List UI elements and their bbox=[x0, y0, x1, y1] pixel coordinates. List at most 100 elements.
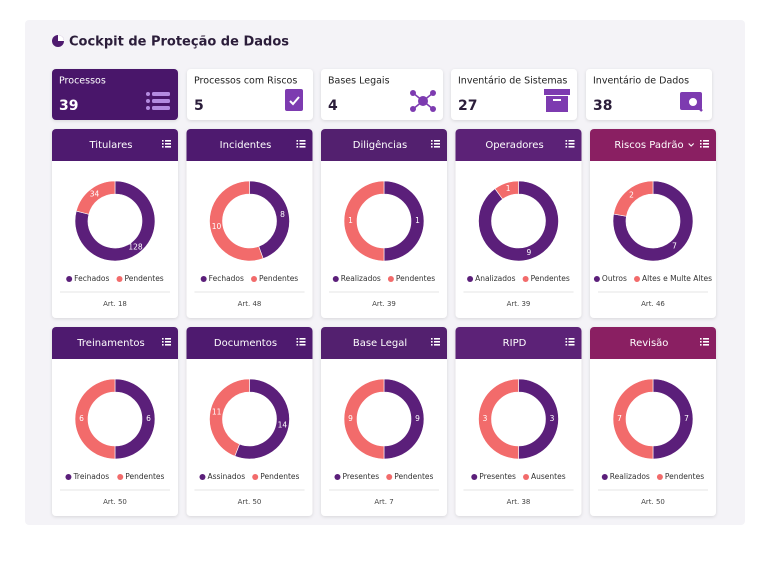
kpi-card[interactable]: Bases Legais 4 bbox=[321, 69, 443, 120]
kpi-label: Processos bbox=[59, 76, 106, 87]
menu-dot bbox=[162, 140, 164, 142]
chart-card: Incidentes 8 10 Fechados Pendentes Art. 48 bbox=[186, 129, 313, 318]
kpi-icon bbox=[146, 92, 150, 96]
kpi-label: Inventário de Dados bbox=[593, 76, 689, 87]
legend-label: Pendentes bbox=[125, 472, 164, 481]
menu-line bbox=[568, 140, 575, 142]
kpi-icon bbox=[696, 105, 703, 112]
menu-line bbox=[165, 140, 171, 142]
kpi-icon bbox=[430, 106, 436, 112]
legend-swatch bbox=[601, 474, 608, 480]
kpi-card[interactable]: Inventário de Sistemas 27 bbox=[451, 69, 577, 120]
kpi-value: 38 bbox=[593, 98, 612, 114]
menu-dot bbox=[431, 140, 433, 142]
card-background bbox=[186, 327, 313, 516]
card-background bbox=[455, 327, 582, 516]
donut-slice bbox=[75, 180, 116, 215]
menu-line bbox=[165, 341, 171, 343]
legend-label: Treinados bbox=[72, 472, 109, 481]
donut-slice bbox=[343, 378, 385, 460]
menu-dot bbox=[565, 344, 568, 346]
legend: Fechados Pendentes bbox=[200, 274, 298, 283]
card-note: Art. 50 bbox=[238, 498, 262, 506]
menu-dot bbox=[431, 146, 433, 148]
donut-slice bbox=[494, 180, 519, 200]
slice-label: 8 bbox=[280, 210, 285, 219]
card-title: Riscos Padrão bbox=[614, 140, 683, 151]
kpi-icon bbox=[687, 96, 699, 108]
card-title: Operadores bbox=[485, 140, 543, 151]
card-note: Art. 39 bbox=[372, 300, 396, 308]
legend: Realizados Pendentes bbox=[332, 274, 435, 283]
legend-swatch bbox=[66, 276, 73, 282]
menu-dot bbox=[431, 341, 433, 343]
menu-line bbox=[299, 341, 306, 343]
slice-label: 128 bbox=[128, 242, 143, 251]
menu-dot bbox=[296, 341, 299, 343]
donut-slice bbox=[209, 180, 264, 262]
legend-label: Pendentes bbox=[259, 274, 298, 283]
menu-icon[interactable] bbox=[296, 140, 306, 148]
slice-label: 6 bbox=[79, 414, 84, 423]
menu-icon[interactable] bbox=[565, 338, 575, 346]
menu-line bbox=[703, 338, 709, 340]
legend-swatch bbox=[634, 276, 641, 282]
menu-icon[interactable] bbox=[700, 140, 709, 148]
menu-icon[interactable] bbox=[565, 140, 575, 148]
dropdown-chevron[interactable] bbox=[688, 143, 695, 147]
legend-label: Analizados bbox=[475, 274, 516, 283]
menu-dot bbox=[296, 338, 299, 340]
legend-label: Realizados bbox=[610, 472, 650, 481]
donut-slice bbox=[612, 378, 654, 460]
menu-line bbox=[434, 140, 440, 142]
donut-slice bbox=[478, 180, 559, 262]
kpi-icon bbox=[553, 99, 561, 101]
legend-swatch bbox=[471, 474, 478, 480]
kpi-value: 39 bbox=[59, 98, 78, 114]
menu-icon[interactable] bbox=[162, 338, 171, 346]
menu-icon[interactable] bbox=[700, 338, 709, 346]
menu-icon[interactable] bbox=[431, 338, 440, 346]
legend-label: Outros bbox=[602, 274, 627, 283]
slice-label: 9 bbox=[526, 248, 531, 257]
card-header bbox=[186, 129, 313, 161]
slice-label: 10 bbox=[212, 222, 222, 231]
menu-dot bbox=[162, 338, 164, 340]
donut-slice bbox=[74, 180, 156, 262]
kpi-card[interactable]: Inventário de Dados 38 bbox=[586, 69, 712, 120]
card-title: RIPD bbox=[503, 338, 527, 349]
legend: Presentes Pendentes bbox=[334, 472, 434, 481]
legend: Presentes Ausentes bbox=[471, 472, 566, 481]
kpi-card[interactable]: Processos com Riscos 5 bbox=[187, 69, 313, 120]
card-background bbox=[186, 129, 313, 318]
kpi-card[interactable]: Processos 39 bbox=[52, 69, 178, 120]
kpi-icon bbox=[546, 96, 568, 112]
legend: Fechados Pendentes bbox=[66, 274, 164, 283]
card-note: Art. 7 bbox=[374, 498, 393, 506]
legend-label: Fechados bbox=[74, 274, 109, 283]
slice-label: 2 bbox=[629, 190, 634, 199]
card-title: Revisão bbox=[630, 338, 669, 349]
legend-label: Pendentes bbox=[531, 274, 570, 283]
slice-label: 7 bbox=[684, 414, 689, 423]
kpi-icon bbox=[146, 106, 150, 110]
donut-slice bbox=[234, 378, 290, 460]
slice-label: 6 bbox=[146, 414, 151, 423]
menu-icon[interactable] bbox=[431, 140, 440, 148]
menu-dot bbox=[700, 341, 702, 343]
menu-line bbox=[568, 338, 575, 340]
card-background bbox=[455, 129, 582, 318]
card-header bbox=[321, 129, 447, 161]
menu-dot bbox=[565, 140, 568, 142]
menu-icon[interactable] bbox=[296, 338, 306, 346]
menu-line bbox=[703, 140, 709, 142]
menu-dot bbox=[431, 143, 433, 145]
chart-card: Operadores 9 1 Analizados Pendentes Art. 39 bbox=[455, 129, 582, 318]
slice-label: 34 bbox=[90, 190, 100, 199]
menu-dot bbox=[162, 344, 164, 346]
menu-line bbox=[434, 344, 440, 346]
chart-card: Documentos 14 11 Assinados Pendentes Art. 50 bbox=[186, 327, 313, 516]
slice-label: 3 bbox=[483, 414, 488, 423]
menu-icon[interactable] bbox=[162, 140, 171, 148]
legend-swatch bbox=[65, 474, 72, 480]
